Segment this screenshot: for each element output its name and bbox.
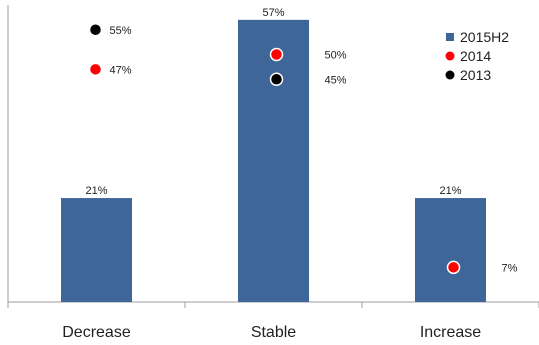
category-axis-labels: Decrease Stable Increase — [62, 324, 481, 341]
marker-value-label: 50% — [325, 50, 347, 62]
marker-value-label: 45% — [325, 74, 347, 86]
marker-2014-decrease — [88, 62, 103, 77]
legend: 2015H2 2014 2013 — [445, 29, 509, 83]
marker-2014-increase — [446, 260, 461, 275]
marker-value-label: 7% — [502, 262, 518, 274]
bar-series: 21% 57% 21% — [61, 7, 486, 302]
bar-value-label: 21% — [439, 185, 461, 197]
legend-swatch-2013 — [445, 70, 455, 80]
legend-label: 2013 — [460, 67, 491, 83]
legend-label: 2015H2 — [460, 29, 509, 45]
category-label-decrease: Decrease — [62, 324, 131, 341]
marker-series: 47% 50% 7% 55% 45% — [88, 23, 518, 275]
bar-value-label: 57% — [262, 7, 284, 19]
bar-decrease — [61, 198, 132, 302]
bar-stable — [238, 19, 309, 302]
marker-value-label: 55% — [110, 25, 132, 37]
legend-label: 2014 — [460, 48, 491, 64]
legend-swatch-2015H2 — [446, 33, 454, 41]
marker-2014-stable — [269, 47, 284, 62]
marker-2013-stable — [269, 72, 284, 86]
legend-swatch-2014 — [445, 51, 455, 61]
marker-2013-decrease — [88, 23, 103, 37]
category-label-stable: Stable — [251, 324, 296, 341]
marker-value-label: 47% — [110, 64, 132, 76]
bar-increase — [415, 198, 486, 302]
category-label-increase: Increase — [420, 324, 481, 341]
bar-value-label: 21% — [85, 185, 107, 197]
